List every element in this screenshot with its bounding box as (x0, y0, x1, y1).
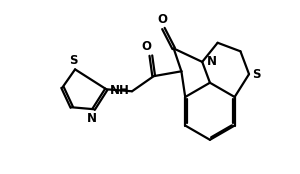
Text: NH: NH (110, 84, 130, 97)
Text: N: N (207, 55, 218, 68)
Text: O: O (157, 13, 167, 26)
Text: S: S (69, 54, 78, 66)
Text: O: O (142, 40, 152, 53)
Text: N: N (87, 112, 97, 125)
Text: S: S (252, 68, 261, 81)
